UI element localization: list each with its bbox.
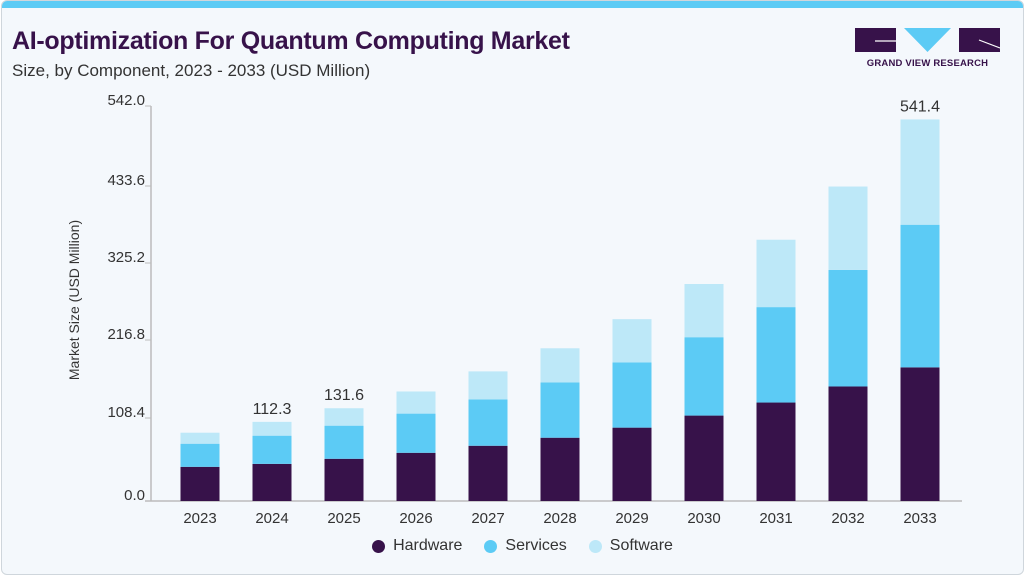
bar-hardware-2025 [324,458,364,501]
legend-marker-icon [372,539,386,553]
chart-subtitle: Size, by Component, 2023 - 2033 (USD Mil… [12,61,371,80]
bar-services-2030 [684,337,724,416]
top-accent-bar [2,1,1023,8]
bar-hardware-2032 [828,386,868,501]
bar-software-2030 [684,283,724,338]
bar-hardware-2026 [396,452,436,501]
bar-software-2029 [612,319,652,363]
x-tick-label: 2032 [831,510,864,527]
y-tick-label: 325.2 [107,249,145,266]
legend-marker-icon [484,539,498,553]
data-label-2024: 112.3 [253,401,292,418]
legend: Hardware Services Software [0,537,1025,555]
y-axis-label: Market Size (USD Million) [66,220,82,380]
x-tick-label: 2026 [399,510,432,527]
x-tick-label: 2030 [687,510,720,527]
legend-marker-icon [588,539,602,553]
bar-software-2033 [900,119,940,225]
x-tick-label: 2033 [903,510,936,527]
bar-services-2032 [828,269,868,387]
logo-text: GRAND VIEW RESEARCH [866,58,989,69]
data-label-2025: 131.6 [324,387,364,404]
y-tick-label: 108.4 [107,404,145,421]
bar-software-2023 [180,432,220,444]
bar-hardware-2029 [612,427,652,501]
data-label-2033: 541.4 [900,98,940,115]
legend-item-services: Services [484,537,567,555]
bar-hardware-2031 [756,402,796,501]
bar-software-2032 [828,186,868,270]
y-tick-label: 216.8 [107,326,145,343]
bar-services-2028 [540,382,580,438]
legend-label: Hardware [393,537,463,554]
bar-services-2027 [468,399,508,446]
x-tick-label: 2024 [255,510,288,527]
bar-services-2029 [612,362,652,428]
bar-software-2025 [324,408,364,426]
bar-software-2027 [468,371,508,400]
bar-hardware-2027 [468,445,508,501]
legend-label: Services [505,537,567,554]
legend-item-software: Software [588,537,673,555]
bar-software-2026 [396,391,436,414]
bar-services-2033 [900,224,940,368]
y-tick-label: 433.6 [107,172,145,189]
legend-item-hardware: Hardware [372,537,462,555]
x-tick-label: 2027 [471,510,504,527]
x-tick-label: 2028 [543,510,576,527]
bar-services-2023 [180,443,220,467]
y-tick-label: 0.0 [124,487,145,504]
grand-view-research-logo [855,28,1000,52]
bar-hardware-2028 [540,437,580,501]
bar-hardware-2023 [180,466,220,501]
bar-hardware-2030 [684,415,724,501]
bar-services-2025 [324,425,364,459]
x-tick-label: 2025 [327,510,360,527]
bar-services-2031 [756,307,796,403]
bar-software-2028 [540,348,580,383]
chart-title: AI-optimization For Quantum Computing Ma… [12,27,570,55]
bar-services-2026 [396,413,436,453]
bar-software-2031 [756,239,796,308]
bar-hardware-2024 [252,463,292,501]
bar-hardware-2033 [900,367,940,501]
x-tick-label: 2023 [183,510,216,527]
legend-label: Software [609,537,673,554]
x-tick-label: 2029 [615,510,648,527]
bar-services-2024 [252,435,292,464]
bar-software-2024 [252,421,292,436]
x-tick-label: 2031 [759,510,792,527]
y-tick-label: 542.0 [107,92,145,109]
